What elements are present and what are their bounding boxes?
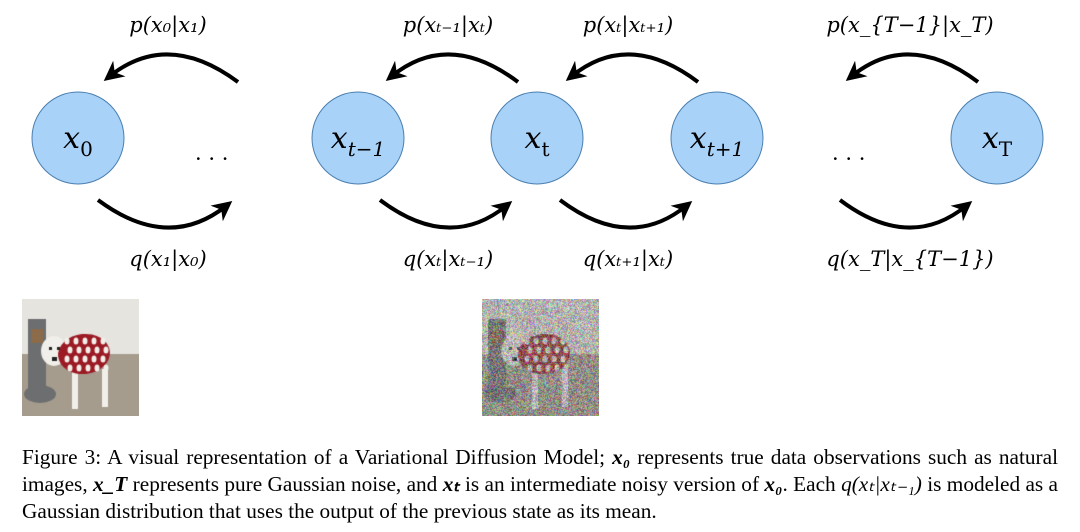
reverse-label: p(xₜ|xₜ₊₁) [583,13,673,38]
node-xtp1: xt+1 [671,92,763,184]
forward-label: q(x_T|x_{T−1}) [826,247,993,272]
forward-label: q(x₁|x₀) [129,247,206,272]
figure-caption: Figure 3: A visual representation of a V… [22,444,1058,525]
reverse-arrow [110,54,238,82]
reverse-arrow [392,54,518,82]
ellipsis-right: · · · [832,147,865,171]
node-xtm1: xt−1 [312,92,404,184]
ellipsis-left: · · · [195,147,228,171]
forward-label: q(xₜ|xₜ₋₁) [403,247,493,272]
forward-arrow [840,200,966,228]
reverse-label: p(x_{T−1}|x_T) [826,13,993,38]
reverse-label: p(x₀|x₁) [129,13,206,38]
forward-label: q(xₜ₊₁|xₜ) [583,247,673,272]
noise-image-xT [939,299,1056,416]
node-x0: x0 [32,92,124,184]
diffusion-chain-diagram: x0 xt−1 xt xt+1 xT p(x₀|x₁) q(x₁|x₀) p(xₜ₋₁|xₜ… [0,0,1080,290]
node-xt: xt [491,92,583,184]
node-xT: xT [951,92,1043,184]
reverse-arrow [572,54,698,82]
noisy-image-xt [482,299,599,416]
reverse-arrow [852,54,978,82]
forward-arrow [98,200,226,228]
forward-arrow [560,200,686,228]
forward-arrow [380,200,506,228]
clean-image-x0 [22,299,139,416]
reverse-label: p(xₜ₋₁|xₜ) [403,13,493,38]
